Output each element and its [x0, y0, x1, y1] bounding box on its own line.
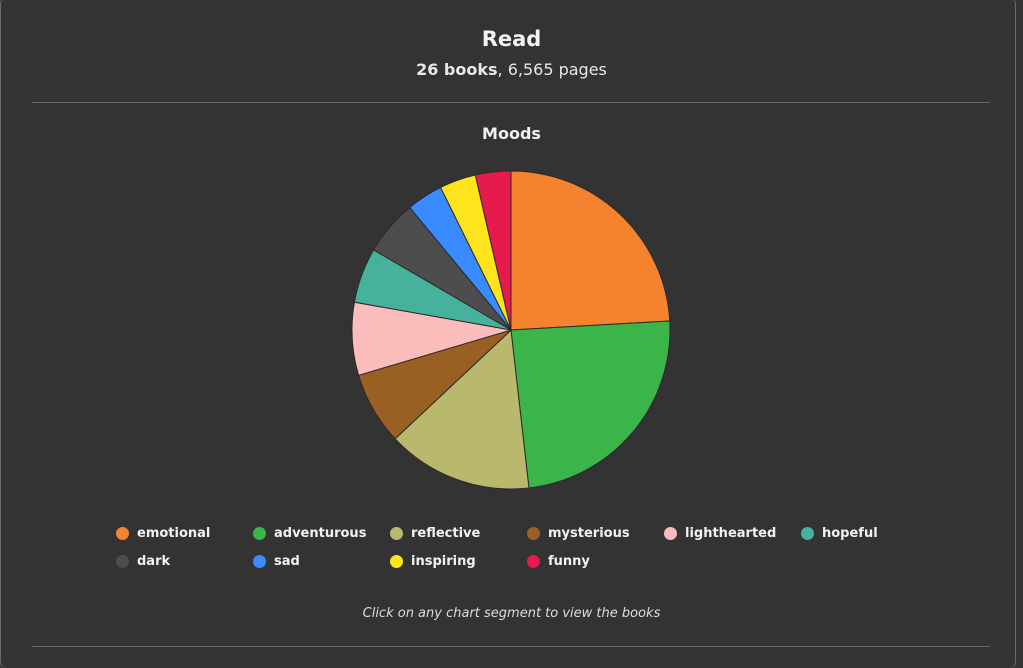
legend-swatch [527, 555, 540, 568]
legend-swatch [664, 527, 677, 540]
legend-swatch [116, 527, 129, 540]
legend-item-dark[interactable]: dark [116, 554, 170, 569]
legend-label: adventurous [274, 526, 367, 541]
divider [32, 646, 990, 647]
legend-label: emotional [137, 526, 211, 541]
pie-slice-reflective[interactable] [394, 328, 530, 490]
page-title: Read [481, 27, 542, 51]
pages-count: , 6,565 pages [497, 60, 607, 79]
legend-label: funny [548, 554, 590, 569]
books-count: 26 books [416, 60, 498, 79]
legend-label: sad [274, 554, 300, 569]
legend-swatch [253, 527, 266, 540]
legend-item-reflective[interactable]: reflective [390, 526, 480, 541]
legend-swatch [801, 527, 814, 540]
legend-label: reflective [411, 526, 481, 541]
legend-swatch [253, 555, 266, 568]
moods-pie-chart[interactable] [341, 160, 681, 500]
chart-title: Moods [482, 124, 541, 143]
legend-label: mysterious [548, 526, 630, 541]
pie-slice-emotional[interactable] [510, 170, 671, 331]
stats-subtitle: 26 books, 6,565 pages [0, 60, 1023, 79]
legend-item-mysterious[interactable]: mysterious [527, 526, 630, 541]
pie-slice-funny[interactable] [474, 170, 512, 331]
legend-swatch [527, 527, 540, 540]
legend-label: hopeful [822, 526, 878, 541]
legend-item-funny[interactable]: funny [527, 554, 590, 569]
legend-swatch [390, 527, 403, 540]
pie-slice-adventurous[interactable] [510, 320, 671, 489]
legend-item-adventurous[interactable]: adventurous [253, 526, 366, 541]
divider [32, 102, 990, 103]
legend-item-lighthearted[interactable]: lighthearted [664, 526, 776, 541]
legend-swatch [390, 555, 403, 568]
legend-label: lighthearted [685, 526, 777, 541]
legend-label: inspiring [411, 554, 476, 569]
chart-hint: Click on any chart segment to view the b… [362, 606, 661, 621]
legend-item-sad[interactable]: sad [253, 554, 300, 569]
legend-label: dark [137, 554, 171, 569]
legend-swatch [116, 555, 129, 568]
legend-item-emotional[interactable]: emotional [116, 526, 210, 541]
legend-item-inspiring[interactable]: inspiring [390, 554, 476, 569]
legend-item-hopeful[interactable]: hopeful [801, 526, 878, 541]
